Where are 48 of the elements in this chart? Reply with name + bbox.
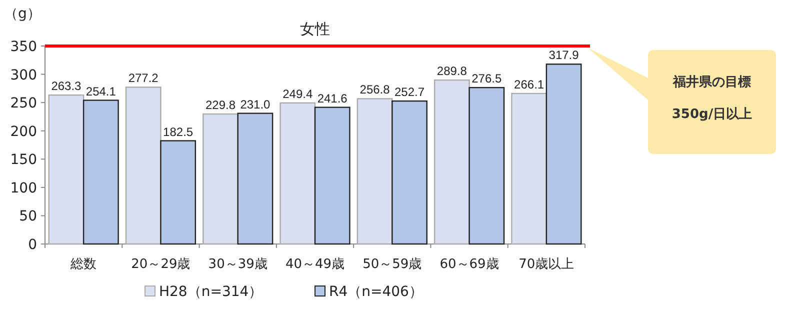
data-label: 182.5: [163, 124, 194, 139]
bar: [314, 106, 350, 245]
bar: [160, 140, 196, 245]
bar: [511, 92, 548, 245]
text: 福井県の目標 350g/日以上: [672, 75, 752, 122]
data-label: 231.0: [240, 97, 271, 112]
data-label: 249.4: [282, 86, 313, 101]
bar: [202, 113, 238, 245]
bar: [82, 100, 119, 245]
data-label: 256.8: [360, 82, 390, 97]
bar: [237, 112, 274, 245]
bar: [468, 86, 505, 245]
x-tick-label: 40～49歳: [285, 257, 345, 272]
bar: [392, 100, 428, 245]
legend-label: R4（n=406）: [329, 284, 423, 300]
data-label: 277.2: [128, 71, 159, 86]
y-tick-label: 300: [10, 67, 37, 84]
bar: [546, 64, 582, 245]
x-tick-label: 50～59歳: [362, 257, 422, 272]
data-label: 266.1: [514, 77, 544, 92]
data-label: 241.6: [317, 91, 348, 106]
bar: [356, 98, 393, 245]
legend-label: H28（n=314）: [159, 284, 263, 300]
bar: [125, 86, 162, 245]
bar: [280, 102, 316, 245]
y-tick-label: 100: [10, 180, 37, 196]
x-tick-label: 30～39歳: [208, 257, 268, 272]
x-tick-label: 60～69歳: [440, 257, 499, 272]
bar: [434, 79, 470, 245]
y-tick-label: 250: [10, 96, 37, 112]
y-tick-label: 350: [10, 39, 37, 55]
data-label: 276.5: [472, 72, 502, 86]
data-label: 263.3: [51, 79, 82, 94]
x-tick-label: 20～29歳: [131, 257, 190, 272]
data-label: 229.8: [205, 98, 236, 112]
y-tick-label: 0: [28, 237, 37, 253]
y-axis-title: （g）: [4, 6, 41, 22]
data-label: 317.9: [548, 48, 580, 62]
y-tick-label: 150: [10, 152, 37, 168]
y-tick-label: 50: [19, 208, 37, 225]
x-tick-label: 70歳以上: [518, 257, 574, 272]
data-label: 289.8: [436, 64, 468, 78]
data-label: 254.1: [86, 84, 116, 98]
chart-title: 女性: [300, 20, 330, 38]
x-tick-label: 総数: [70, 257, 97, 272]
bar: [48, 94, 84, 245]
data-label: 252.7: [394, 85, 425, 100]
y-tick-label: 200: [10, 124, 37, 140]
